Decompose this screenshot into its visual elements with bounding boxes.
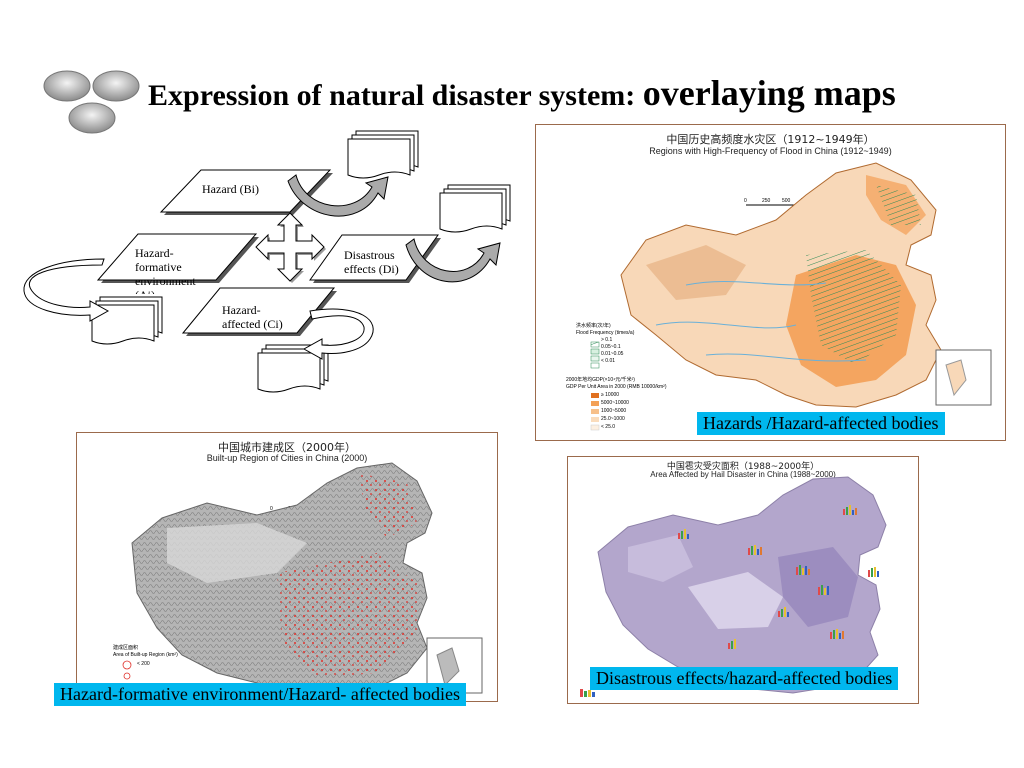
svg-text:0: 0 [270,506,273,512]
affected-line2: affected (Ci) [222,317,283,331]
disastrous-line1: Disastrous [344,248,395,262]
svg-text:250: 250 [762,198,771,204]
cities-legend-cn: 建成区面积 [113,645,139,651]
flood-gdp-legend-cn: 2000年地均GDP(×10⁴元/千米²) [566,377,635,383]
flood-freq-item: > 0.1 [601,337,613,343]
hail-bar-glyphs [678,505,879,649]
flood-map-caption: Hazards /Hazard-affected bodies [697,412,945,435]
flood-freq-legend-swatches [590,341,600,369]
flood-map-title-cn: 中国历史高频度水灾区（1912~1949年） [666,133,875,146]
flood-map-graphic: 0250500750 km [590,162,992,431]
title-emphasis: overlaying maps [642,73,896,113]
cities-legend-symbol [122,660,132,670]
flood-gdp-item: < 25.0 [601,424,616,430]
document-stack-left [91,296,163,345]
flood-gdp-item: 5000~10000 [601,400,629,406]
svg-text:500: 500 [782,198,791,204]
formative-box [96,233,259,283]
cities-map: 中国城市建成区（2000年） Built-up Region of Cities… [76,432,498,702]
cities-legend: 建成区面积 Area of Built-up Region (km²) < 20… [113,645,178,668]
cities-legend-symbol [123,672,131,680]
hazard-label: Hazard (Bi) [202,182,259,196]
cities-map-graphic: 0250500750 km [122,462,483,696]
hail-map: 中国雹灾受灾面积（1988~2000年） Area Affected by Ha… [567,456,919,704]
disastrous-line2: effects (Di) [344,262,399,276]
flood-freq-legend: 洪水频率(次/年) Flood Frequency (times/a) > 0.… [576,323,634,365]
disastrous-label: Disastrous effects (Di) [344,248,399,276]
flood-map: 中国历史高频度水灾区（1912~1949年） Regions with High… [535,124,1006,441]
document-stack-bottom [257,344,329,393]
curved-arrow-disastrous [405,238,501,283]
formative-line3: environment [135,274,196,288]
cities-map-caption: Hazard-formative environment/Hazard- aff… [54,683,466,706]
slide-title: Expression of natural disaster system: o… [148,72,896,114]
hail-map-title-cn: 中国雹灾受灾面积（1988~2000年） [666,462,820,472]
flood-freq-item: 0.05~0.1 [601,344,621,350]
formative-line2: formative [135,260,182,274]
hail-map-caption: Disastrous effects/hazard-affected bodie… [590,667,899,690]
four-way-arrow [255,212,326,283]
flood-map-title-en: Regions with High-Frequency of Flood in … [649,146,892,156]
flood-freq-item: 0.01~0.05 [601,351,624,357]
cities-legend-item: < 200 [137,661,150,667]
logo-ellipses [43,70,140,134]
affected-box [181,287,337,336]
cities-map-title-en: Built-up Region of Cities in China (2000… [206,453,368,463]
flood-freq-item: < 0.01 [601,358,616,364]
formative-line1: Hazard- [135,246,174,260]
document-stack-top [347,130,419,179]
curved-arrow-hazard [287,174,389,217]
flood-freq-legend-cn: 洪水频率(次/年) [576,323,611,329]
hail-map-graphic [580,476,887,697]
curved-arrow-affected [302,308,374,360]
flood-freq-legend-en: Flood Frequency (times/a) [576,330,635,336]
hail-legend-glyph [580,689,595,697]
cities-legend-en: Area of Built-up Region (km²) [113,652,178,658]
title-main: Expression of natural disaster system: [148,79,643,112]
system-diagram [23,130,511,393]
flood-gdp-item: 25.0~1000 [601,416,625,422]
flood-gdp-item: ≥ 10000 [601,392,620,398]
document-stack-right [439,184,511,233]
curved-arrow-formative [23,258,110,322]
flood-gdp-legend-swatches [590,393,600,431]
flood-gdp-legend: 2000年地均GDP(×10⁴元/千米²) GDP Per Unit Area … [566,377,667,431]
svg-text:0: 0 [744,198,747,204]
affected-line1: Hazard- [222,303,261,317]
formative-line4: (Ai) [135,288,196,294]
flood-gdp-legend-en: GDP Per Unit Area in 2000 (RMB 10000/km²… [566,384,667,390]
hail-map-title-en: Area Affected by Hail Disaster in China … [650,470,836,479]
cities-map-title-cn: 中国城市建成区（2000年） [218,441,356,454]
affected-label: Hazard- affected (Ci) [222,303,283,331]
flood-gdp-item: 1000~5000 [601,408,627,414]
formative-label: Hazard- formative environment (Ai) [135,246,196,294]
